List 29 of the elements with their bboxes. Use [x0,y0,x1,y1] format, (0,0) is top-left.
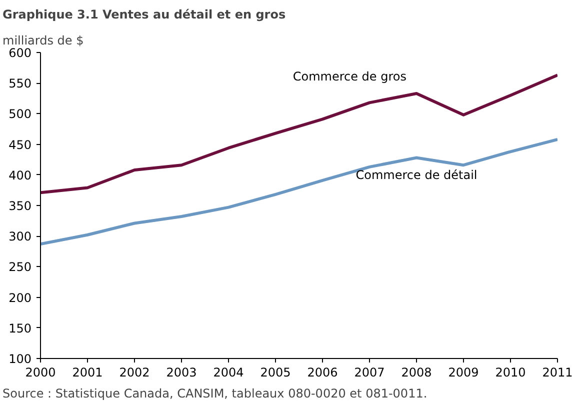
chart-title: Graphique 3.1 Ventes au détail et en gros [2,8,286,22]
source-note: Source : Statistique Canada, CANSIM, tableaux 080-0020 et 081-0011. [2,386,428,400]
y-tick-label: 350 [8,199,32,213]
y-tick-label: 550 [8,76,32,91]
x-tick-label: 2011 [542,366,573,380]
x-tick-label: 2008 [401,366,432,380]
x-tick-label: 2001 [72,366,103,380]
x-tick-label: 2009 [448,366,479,380]
x-tick-label: 2005 [260,366,291,380]
x-tick-label: 2006 [307,366,338,380]
series-label: Commerce de gros [292,70,407,84]
y-axis-title: milliards de $ [2,34,84,48]
x-tick-label: 2007 [354,366,385,380]
y-tick-label: 500 [8,107,32,122]
line-series [40,138,558,246]
y-tick-label: 100 [8,352,32,366]
series-label: Commerce de détail [356,168,478,182]
x-tick-label: 2003 [166,366,197,380]
y-tick-label: 600 [8,46,32,60]
x-tick-label: 2002 [119,366,150,380]
y-tick-label: 400 [8,168,32,182]
y-tick-label: 450 [8,138,32,152]
x-tick-label: 2010 [495,366,526,380]
x-tick-label: 2004 [213,366,244,380]
y-tick-label: 200 [8,290,32,305]
y-tick-label: 250 [8,260,32,274]
y-tick-label: 150 [8,321,32,336]
y-tick-label: 300 [8,230,32,244]
x-tick-label: 2000 [25,366,56,380]
